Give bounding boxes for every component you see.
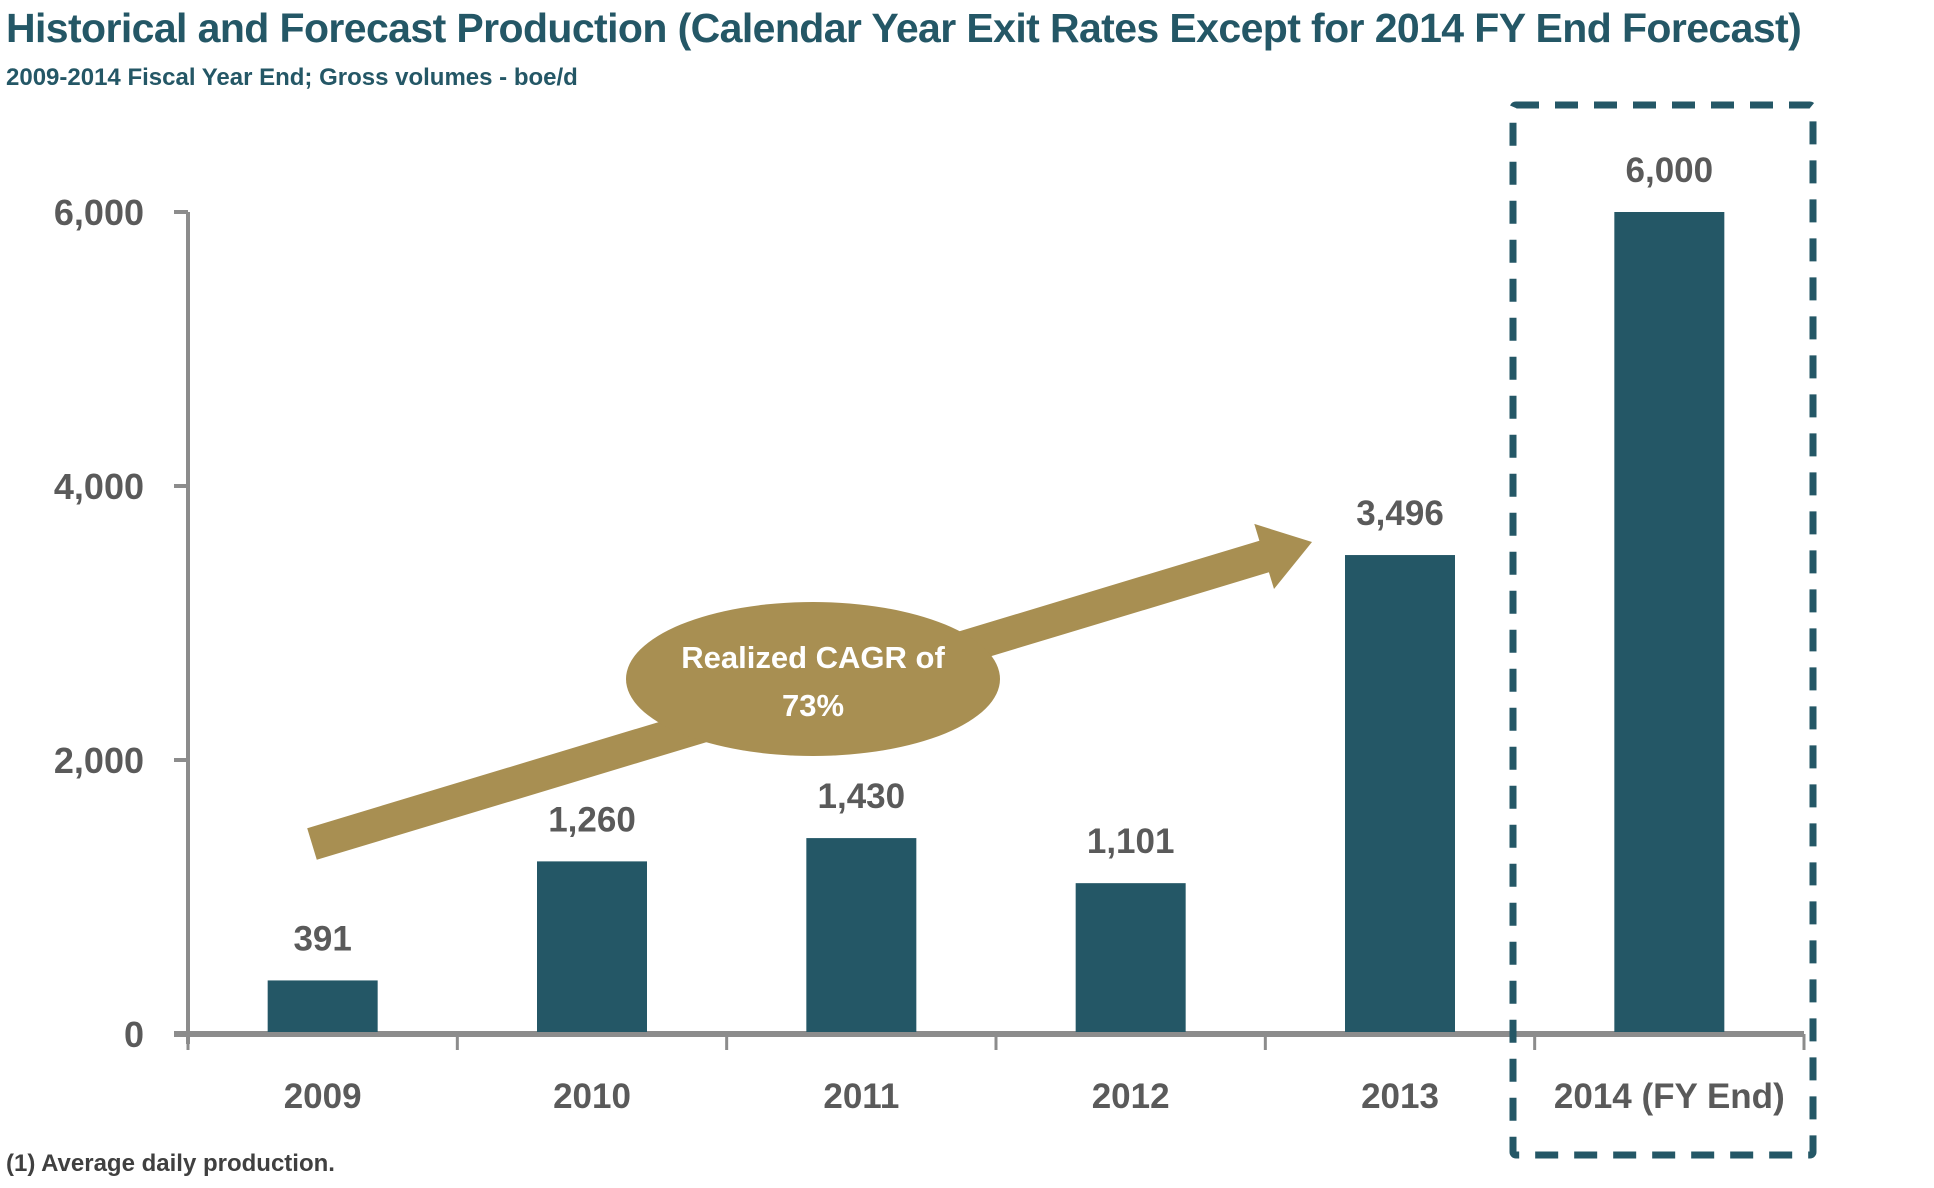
data-label: 6,000: [1626, 151, 1714, 190]
forecast-highlight: [1509, 101, 1817, 1159]
x-tick-label: 2014 (FY End): [1554, 1077, 1785, 1116]
cagr-annotation: Realized CAGR of 73%: [307, 523, 1312, 860]
data-labels: 391 1,260 1,430 1,101 3,496 6,000: [293, 151, 1713, 958]
x-tick-label: 2009: [284, 1077, 362, 1116]
y-tick-label: 2,000: [54, 740, 144, 781]
chart-title: Historical and Forecast Production (Cale…: [6, 5, 1802, 51]
y-tick-label: 4,000: [54, 466, 144, 507]
x-axis: 2009 2010 2011 2012 2013 2014 (FY End): [174, 1031, 1806, 1116]
x-tick-label: 2013: [1361, 1077, 1439, 1116]
x-tick-label: 2011: [823, 1077, 899, 1116]
y-axis: 0 2,000 4,000 6,000: [54, 192, 190, 1055]
x-tick-label: 2010: [553, 1077, 631, 1116]
chart-subtitle: 2009-2014 Fiscal Year End; Gross volumes…: [6, 64, 578, 91]
data-label: 3,496: [1356, 494, 1444, 533]
bar-2009: [267, 980, 378, 1032]
bar-2014-fy-end: [1614, 212, 1725, 1032]
data-label: 1,101: [1087, 822, 1175, 861]
bars: [267, 212, 1725, 1032]
forecast-highlight-box: [1509, 101, 1817, 1159]
cagr-callout-ellipse: [626, 602, 1000, 756]
bar-2013: [1345, 555, 1455, 1032]
cagr-callout-text: Realized CAGR of: [681, 640, 945, 675]
bar-2012: [1075, 883, 1186, 1032]
y-tick-label: 0: [124, 1014, 144, 1055]
data-label: 391: [293, 919, 351, 958]
x-tick-label: 2012: [1092, 1077, 1170, 1116]
y-tick-label: 6,000: [54, 192, 144, 233]
cagr-callout-text: 73%: [782, 688, 844, 723]
data-label: 1,260: [548, 800, 636, 839]
footnote: (1) Average daily production.: [6, 1150, 335, 1177]
bar-2010: [537, 861, 647, 1032]
bar-2011: [806, 838, 917, 1032]
data-label: 1,430: [818, 777, 906, 816]
